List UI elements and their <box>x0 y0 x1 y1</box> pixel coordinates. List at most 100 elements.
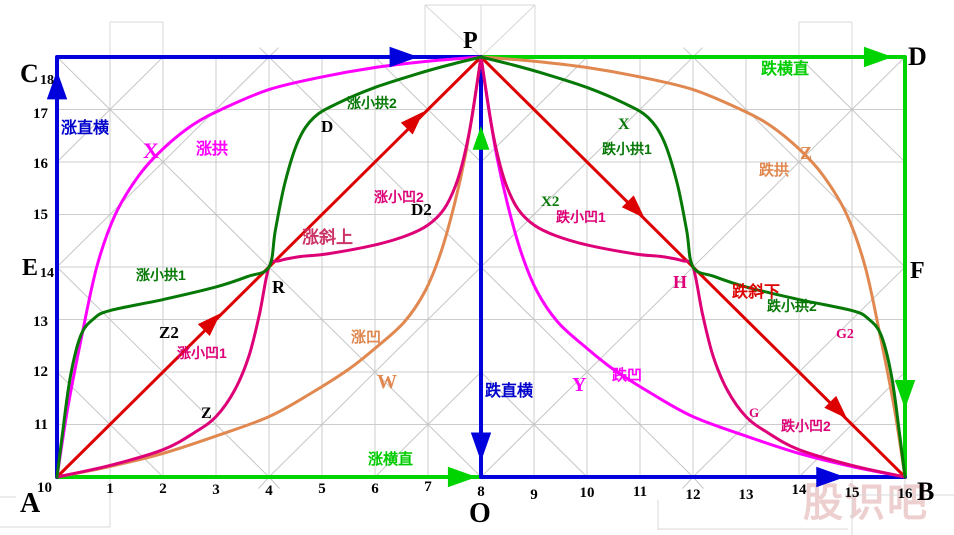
x-tick-14: 14 <box>792 482 808 498</box>
label-point-Z-left: Z <box>201 405 212 422</box>
label-fall-small-concave-1: 跌小凹1 <box>556 209 606 225</box>
label-rise-small-arch-2: 涨小拱2 <box>347 95 397 111</box>
label-rise-horiz-vert: 涨横直 <box>368 450 413 468</box>
label-rise-small-concave-1: 涨小凹1 <box>177 345 227 361</box>
label-point-C-sub-18: 18 <box>40 73 54 88</box>
label-fall-vert-horiz: 跌直横 <box>485 381 534 400</box>
diagonal-guide <box>374 371 482 478</box>
watermark-text: 股识吧 <box>803 480 929 525</box>
curve-rise-small-arch <box>55 55 483 479</box>
arrow-rise-slant-2 <box>400 111 424 135</box>
label-fall-arch: 跌拱 <box>759 161 789 179</box>
label-point-X2: X2 <box>541 194 559 210</box>
x-tick-10: 10 <box>580 485 595 501</box>
diagonal-guide <box>480 266 694 478</box>
curve-fall-small-concave <box>479 55 907 479</box>
arrow-up-center <box>472 125 490 150</box>
y-tick-11: 11 <box>34 417 48 433</box>
x-tick-2: 2 <box>159 481 167 497</box>
diagonal-guide <box>692 56 906 268</box>
label-rise-small-concave-2: 涨小凹2 <box>374 189 424 205</box>
y-tick-13: 13 <box>33 314 48 330</box>
label-fall-small-arch-1: 跌小拱1 <box>602 141 652 157</box>
arrow-right-top-right <box>863 46 893 68</box>
label-point-B: B <box>917 477 934 506</box>
label-fall-small-concave-2: 跌小凹2 <box>781 418 831 434</box>
x-tick-1: 1 <box>106 481 114 497</box>
label-point-D-curve: D <box>321 117 333 136</box>
arrow-rise-slant-1 <box>197 313 221 337</box>
faint-guide <box>424 4 482 58</box>
curve-fall-arch <box>479 55 907 479</box>
diagonal-guide <box>268 266 482 478</box>
label-point-X-left: X <box>143 138 159 163</box>
label-rise-small-arch-1: 涨小拱1 <box>136 267 186 283</box>
curve-fall-concave <box>479 55 907 479</box>
x-tick-11: 11 <box>633 484 647 500</box>
label-fall-horiz-vert: 跌横直 <box>761 59 809 78</box>
label-point-G: G <box>749 405 759 420</box>
x-tick-5: 5 <box>318 481 326 497</box>
label-point-O: O <box>469 498 491 529</box>
curve-fall-vert-horiz <box>479 55 907 479</box>
label-point-E-sub-14: 14 <box>40 266 54 281</box>
curve-fall-small-arch <box>479 55 907 479</box>
label-point-W: W <box>377 371 397 393</box>
label-point-R: R <box>272 277 286 297</box>
label-point-D2: D2 <box>411 200 432 219</box>
y-tick-15: 15 <box>33 207 48 223</box>
faint-guide <box>480 4 536 58</box>
x-tick-8: 8 <box>477 484 485 500</box>
label-point-D: D <box>908 42 927 71</box>
label-rise-arch: 涨拱 <box>196 139 228 158</box>
label-fall-small-arch-2: 跌小拱2 <box>767 298 817 314</box>
label-point-P: P <box>463 28 478 54</box>
curve-rise-small-concave <box>55 55 483 479</box>
y-tick-10: 10 <box>37 480 52 496</box>
diagonal-guide <box>798 56 906 163</box>
label-point-C: C <box>20 59 39 88</box>
label-point-Z-right: Z <box>800 143 812 163</box>
diagonal-guide <box>480 371 588 478</box>
arrow-right-bottom-right <box>816 466 846 488</box>
arrow-down-right-edge <box>894 380 916 409</box>
arrow-up-left-edge <box>46 70 68 100</box>
arrow-fall-slant-2 <box>824 395 848 419</box>
label-point-Z2: Z2 <box>159 323 179 342</box>
y-tick-12: 12 <box>33 364 48 380</box>
curve-rise-concave <box>55 55 483 479</box>
x-tick-9: 9 <box>530 487 538 503</box>
x-tick-16: 16 <box>898 486 914 502</box>
x-tick-4: 4 <box>265 483 273 499</box>
label-fall-concave: 跌凹 <box>612 367 642 384</box>
x-tick-15: 15 <box>845 485 860 501</box>
label-point-F: F <box>910 258 925 284</box>
label-rise-concave: 涨凹 <box>351 329 381 346</box>
x-tick-6: 6 <box>371 481 379 497</box>
curve-rise-vert-horiz <box>55 55 483 479</box>
y-tick-16: 16 <box>33 156 49 172</box>
arrow-right-top-left <box>389 46 419 68</box>
label-point-G2: G2 <box>836 327 854 342</box>
arrow-fall-slant-1 <box>621 195 645 219</box>
arrow-down-center <box>470 432 492 462</box>
y-tick-17: 17 <box>33 106 49 122</box>
label-point-H: H <box>673 272 687 292</box>
diagonal-guide <box>56 56 164 163</box>
label-point-A: A <box>20 488 41 519</box>
label-point-E: E <box>22 255 38 281</box>
x-tick-13: 13 <box>739 487 754 503</box>
curve-rise-arch <box>55 55 483 479</box>
x-tick-7: 7 <box>424 479 432 495</box>
label-point-X-right: X <box>618 116 630 133</box>
x-tick-3: 3 <box>212 482 220 498</box>
arrow-right-bottom-left <box>447 466 477 488</box>
label-point-Y: Y <box>572 374 587 396</box>
label-rise-vert-horiz: 涨直横 <box>61 118 110 137</box>
label-fall-slant-down: 跌斜下 <box>732 282 780 301</box>
x-tick-12: 12 <box>686 487 701 503</box>
label-rise-slant-up: 涨斜上 <box>302 227 353 247</box>
curve-fall-horiz-vert <box>479 55 907 479</box>
